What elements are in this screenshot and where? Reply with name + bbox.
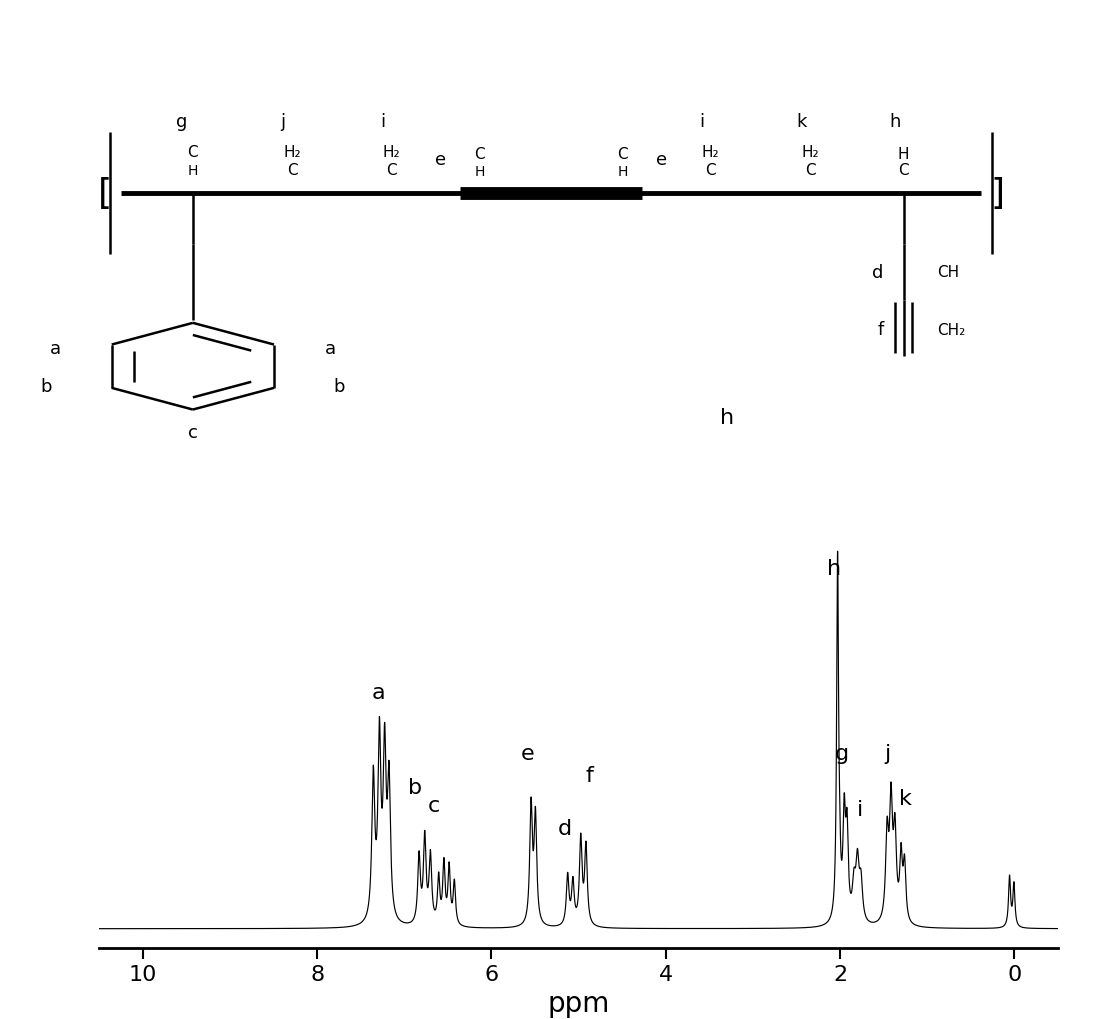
Text: C: C [386,163,397,178]
Text: f: f [877,321,884,339]
Text: a: a [325,340,336,358]
Text: e: e [656,151,667,168]
Text: f: f [585,765,593,786]
Text: g: g [835,743,850,763]
Text: d: d [558,818,572,839]
Text: i: i [380,113,385,131]
Text: C: C [617,147,628,162]
Text: h: h [828,558,842,578]
Text: h: h [889,113,900,131]
Text: h: h [721,408,734,428]
Text: c: c [428,796,440,815]
Text: CH₂: CH₂ [937,323,965,337]
Text: g: g [176,113,187,131]
Text: b: b [41,377,52,395]
Text: H₂: H₂ [801,146,819,160]
Text: k: k [898,788,911,808]
Text: C: C [474,147,485,162]
Text: a: a [371,683,385,702]
Text: b: b [334,377,345,395]
Text: i: i [856,800,863,819]
Text: k: k [796,113,807,131]
Text: c: c [188,424,197,442]
Text: b: b [408,776,422,797]
Text: H: H [617,165,628,178]
Text: C: C [705,163,716,178]
Text: H: H [898,147,909,162]
Text: e: e [521,743,534,763]
Text: C: C [287,163,298,178]
Text: i: i [700,113,704,131]
Text: H₂: H₂ [382,146,400,160]
Text: H₂: H₂ [283,146,301,160]
Text: j: j [281,113,285,131]
Text: CH: CH [937,265,959,280]
Text: j: j [885,743,890,763]
Text: H₂: H₂ [702,146,720,160]
Text: H: H [187,164,198,177]
Text: C: C [187,146,198,160]
Text: H: H [474,165,485,178]
Text: C: C [898,163,909,178]
Text: C: C [804,163,815,178]
Text: ]: ] [991,176,1004,211]
Text: e: e [435,151,446,168]
Text: a: a [50,340,61,358]
Text: [: [ [98,176,111,211]
Text: d: d [873,264,884,281]
X-axis label: ppm: ppm [548,989,609,1017]
